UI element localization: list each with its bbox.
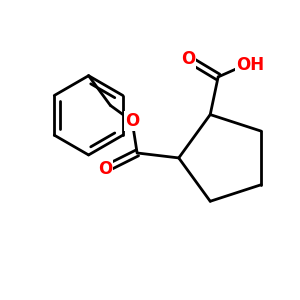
Text: O: O [98,160,112,178]
Text: O: O [181,50,196,68]
Text: O: O [125,112,139,130]
Text: OH: OH [236,56,264,74]
